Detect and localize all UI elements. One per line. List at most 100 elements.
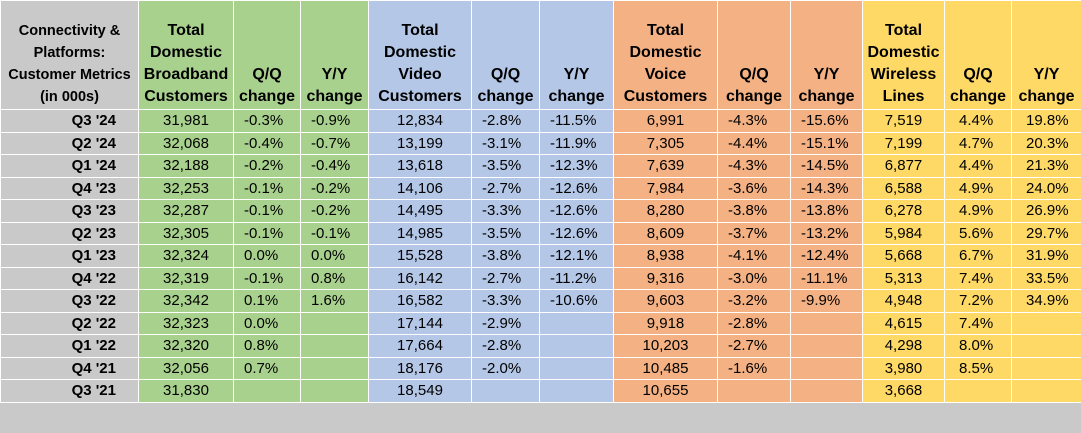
video-qq-change: -3.3% xyxy=(471,199,540,223)
video-qq-change: -2.0% xyxy=(471,356,540,380)
broadband-yy-change: -0.4% xyxy=(300,154,369,178)
voice-customers: 7,984 xyxy=(613,176,718,200)
wireless-lines: 7,199 xyxy=(862,131,945,155)
wireless-qq-change: 7.4% xyxy=(944,311,1012,335)
voice-yy-change: -12.4% xyxy=(790,244,863,268)
quarter-label: Q4 '21 xyxy=(0,356,139,380)
quarter-label: Q3 '24 xyxy=(0,109,139,133)
wireless-yy-change: 20.3% xyxy=(1011,131,1081,155)
header-wireless-yy: Y/Y change xyxy=(1011,0,1081,110)
broadband-qq-change: -0.4% xyxy=(233,131,301,155)
broadband-customers: 32,056 xyxy=(138,356,234,380)
wireless-qq-change: 6.7% xyxy=(944,244,1012,268)
header-wireless-qq: Q/Q change xyxy=(944,0,1012,110)
quarter-label: Q3 '23 xyxy=(0,199,139,223)
video-yy-change: -12.3% xyxy=(539,154,614,178)
video-customers: 16,142 xyxy=(368,266,472,290)
broadband-yy-change: -0.1% xyxy=(300,221,369,245)
broadband-yy-change xyxy=(300,334,369,358)
video-yy-change: -12.6% xyxy=(539,176,614,200)
wireless-qq-change: 5.6% xyxy=(944,221,1012,245)
wireless-lines: 4,948 xyxy=(862,289,945,313)
wireless-yy-change: 19.8% xyxy=(1011,109,1081,133)
wireless-qq-change: 4.7% xyxy=(944,131,1012,155)
video-customers: 13,199 xyxy=(368,131,472,155)
video-qq-change: -2.8% xyxy=(471,109,540,133)
video-qq-change: -3.8% xyxy=(471,244,540,268)
voice-customers: 8,280 xyxy=(613,199,718,223)
video-qq-change: -3.5% xyxy=(471,154,540,178)
voice-customers: 9,603 xyxy=(613,289,718,313)
video-yy-change: -12.1% xyxy=(539,244,614,268)
table-row: Q3 '21 31,830 18,549 10,655 3,668 xyxy=(0,379,1081,403)
voice-yy-change xyxy=(790,379,863,403)
voice-qq-change: -4.3% xyxy=(717,154,791,178)
wireless-qq-change: 8.0% xyxy=(944,334,1012,358)
wireless-lines: 6,588 xyxy=(862,176,945,200)
video-customers: 18,176 xyxy=(368,356,472,380)
broadband-qq-change: 0.1% xyxy=(233,289,301,313)
broadband-qq-change: 0.0% xyxy=(233,311,301,335)
broadband-qq-change: -0.1% xyxy=(233,221,301,245)
video-customers: 14,495 xyxy=(368,199,472,223)
wireless-lines: 3,980 xyxy=(862,356,945,380)
video-customers: 13,618 xyxy=(368,154,472,178)
table-row: Q2 '24 32,068 -0.4% -0.7% 13,199 -3.1% -… xyxy=(0,131,1081,155)
video-yy-change xyxy=(539,356,614,380)
header-voice-customers: Total Domestic Voice Customers xyxy=(613,0,718,110)
voice-customers: 10,485 xyxy=(613,356,718,380)
voice-customers: 6,991 xyxy=(613,109,718,133)
quarter-label: Q2 '22 xyxy=(0,311,139,335)
video-qq-change: -2.7% xyxy=(471,176,540,200)
broadband-customers: 31,830 xyxy=(138,379,234,403)
table-row: Q1 '23 32,324 0.0% 0.0% 15,528 -3.8% -12… xyxy=(0,244,1081,268)
broadband-qq-change: -0.1% xyxy=(233,176,301,200)
voice-qq-change: -2.8% xyxy=(717,311,791,335)
voice-yy-change xyxy=(790,311,863,335)
voice-yy-change xyxy=(790,334,863,358)
wireless-lines: 4,298 xyxy=(862,334,945,358)
video-yy-change: -12.6% xyxy=(539,221,614,245)
quarter-label: Q2 '24 xyxy=(0,131,139,155)
broadband-yy-change: 0.8% xyxy=(300,266,369,290)
video-customers: 17,144 xyxy=(368,311,472,335)
video-qq-change: -3.1% xyxy=(471,131,540,155)
video-yy-change: -11.5% xyxy=(539,109,614,133)
voice-yy-change: -15.1% xyxy=(790,131,863,155)
table-row: Q1 '22 32,320 0.8% 17,664 -2.8% 10,203 -… xyxy=(0,334,1081,358)
voice-qq-change: -4.1% xyxy=(717,244,791,268)
voice-customers: 9,918 xyxy=(613,311,718,335)
voice-yy-change: -14.3% xyxy=(790,176,863,200)
wireless-yy-change xyxy=(1011,356,1081,380)
table-row: Q4 '22 32,319 -0.1% 0.8% 16,142 -2.7% -1… xyxy=(0,266,1081,290)
voice-yy-change: -14.5% xyxy=(790,154,863,178)
voice-customers: 10,655 xyxy=(613,379,718,403)
voice-qq-change: -4.3% xyxy=(717,109,791,133)
video-customers: 18,549 xyxy=(368,379,472,403)
table-row: Q3 '22 32,342 0.1% 1.6% 16,582 -3.3% -10… xyxy=(0,289,1081,313)
header-row: Connectivity & Platforms: Customer Metri… xyxy=(0,0,1081,110)
wireless-lines: 5,668 xyxy=(862,244,945,268)
quarter-label: Q1 '23 xyxy=(0,244,139,268)
voice-customers: 7,639 xyxy=(613,154,718,178)
voice-customers: 8,938 xyxy=(613,244,718,268)
wireless-lines: 6,877 xyxy=(862,154,945,178)
broadband-customers: 31,981 xyxy=(138,109,234,133)
broadband-qq-change: 0.7% xyxy=(233,356,301,380)
wireless-lines: 7,519 xyxy=(862,109,945,133)
header-voice-qq: Q/Q change xyxy=(717,0,791,110)
broadband-yy-change: -0.7% xyxy=(300,131,369,155)
wireless-qq-change: 7.4% xyxy=(944,266,1012,290)
header-broadband-yy: Y/Y change xyxy=(300,0,369,110)
broadband-yy-change xyxy=(300,356,369,380)
voice-qq-change: -3.8% xyxy=(717,199,791,223)
table-row: Q3 '24 31,981 -0.3% -0.9% 12,834 -2.8% -… xyxy=(0,109,1081,133)
broadband-customers: 32,287 xyxy=(138,199,234,223)
quarter-label: Q4 '23 xyxy=(0,176,139,200)
wireless-qq-change: 4.4% xyxy=(944,109,1012,133)
voice-qq-change: -3.6% xyxy=(717,176,791,200)
broadband-customers: 32,319 xyxy=(138,266,234,290)
voice-qq-change: -3.0% xyxy=(717,266,791,290)
broadband-qq-change: -0.1% xyxy=(233,266,301,290)
